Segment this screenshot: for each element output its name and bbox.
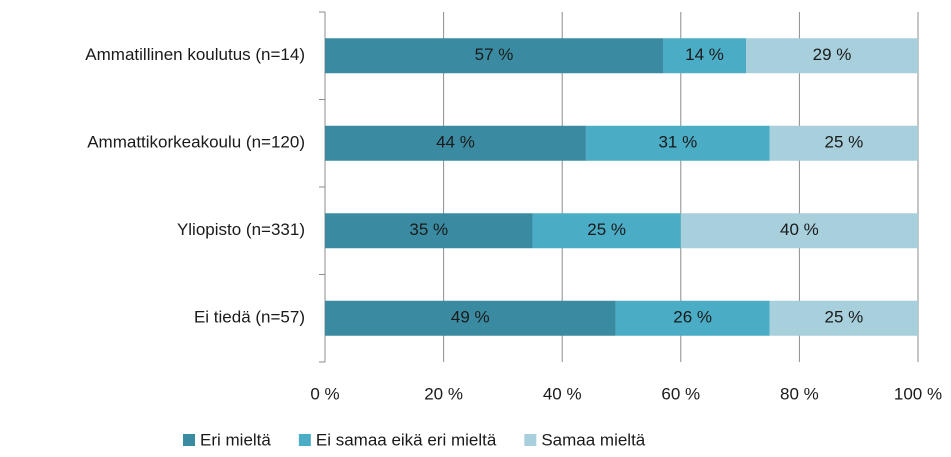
x-tick-label: 80 %: [780, 384, 819, 403]
bar-segment: [325, 213, 533, 249]
data-label: 57 %: [475, 45, 514, 64]
x-tick-label: 20 %: [424, 384, 463, 403]
x-tick-label: 0 %: [310, 384, 339, 403]
data-label: 49 %: [451, 308, 490, 327]
data-label: 31 %: [658, 133, 697, 152]
y-tick-label: Ei tiedä (n=57): [194, 308, 305, 327]
bar-segment: [746, 38, 918, 74]
legend-label: Eri mieltä: [200, 430, 271, 449]
bar-segment: [615, 300, 770, 336]
data-label: 25 %: [587, 220, 626, 239]
data-label: 44 %: [436, 133, 475, 152]
bar-segment: [325, 300, 616, 336]
bar-segment: [769, 300, 918, 336]
data-label: 40 %: [780, 220, 819, 239]
data-label: 26 %: [673, 308, 712, 327]
legend-swatch: [183, 434, 195, 446]
data-label: 14 %: [685, 45, 724, 64]
bar-segment: [325, 38, 664, 74]
y-tick-label: Ammattikorkeakoulu (n=120): [87, 133, 305, 152]
y-tick-label: Yliopisto (n=331): [177, 220, 305, 239]
data-label: 35 %: [409, 220, 448, 239]
legend-label: Samaa mieltä: [541, 430, 645, 449]
bar-segment: [769, 125, 918, 161]
bar-segment: [325, 125, 586, 161]
data-label: 25 %: [825, 308, 864, 327]
data-label: 25 %: [825, 133, 864, 152]
legend-label: Ei samaa eikä eri mieltä: [316, 430, 497, 449]
bar-segment: [532, 213, 681, 249]
legend-swatch: [298, 434, 311, 446]
bar-segment: [680, 213, 918, 249]
x-tick-label: 60 %: [661, 384, 700, 403]
y-tick-label: Ammatillinen koulutus (n=14): [85, 45, 305, 64]
data-label: 29 %: [813, 45, 852, 64]
bar-segment: [585, 125, 770, 161]
bar-segment: [663, 38, 747, 74]
legend-swatch: [524, 434, 537, 446]
x-tick-label: 40 %: [543, 384, 582, 403]
x-tick-label: 100 %: [894, 384, 942, 403]
